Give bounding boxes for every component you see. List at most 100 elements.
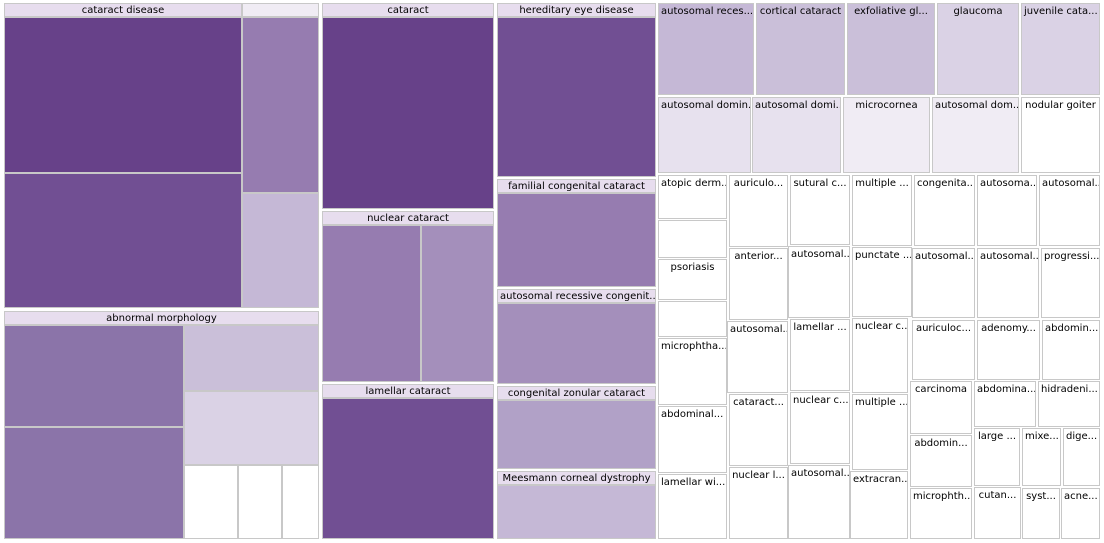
cell-label: juvenile cata... [1024, 6, 1098, 17]
treemap-cell[interactable]: hidradeni... [1038, 381, 1100, 427]
cell-label: adenomy... [981, 323, 1036, 334]
cell-label: nuclear l... [732, 470, 785, 481]
treemap-cell[interactable] [4, 325, 184, 427]
group-header-meesmann-corneal-dystrophy[interactable]: Meesmann corneal dystrophy [497, 471, 656, 485]
cell-label: progressi... [1044, 251, 1099, 262]
treemap-cell[interactable]: glaucoma [937, 3, 1019, 95]
treemap-cell[interactable] [322, 17, 494, 209]
cell-label: autosomal... [791, 468, 849, 479]
treemap-cell[interactable]: acne... [1061, 488, 1100, 539]
treemap-cell[interactable]: autosomal... [977, 248, 1039, 318]
treemap-cell[interactable]: autosomal domi... [752, 97, 841, 173]
treemap-cell[interactable]: mixe... [1022, 428, 1061, 486]
group-header-nuclear-cataract[interactable]: nuclear cataract [322, 211, 494, 225]
treemap-cell[interactable]: punctate ... [852, 247, 912, 317]
treemap-cell[interactable]: nuclear c... [852, 318, 908, 393]
group-header-lamellar-cataract[interactable]: lamellar cataract [322, 384, 494, 398]
cell-label: nodular goiter [1025, 100, 1096, 111]
treemap-cell[interactable] [497, 193, 656, 287]
cell-label: autosomal... [791, 249, 849, 260]
treemap-cell[interactable] [421, 225, 494, 382]
treemap-cell[interactable] [238, 465, 282, 539]
treemap-cell[interactable]: extracran... [850, 471, 908, 539]
treemap-cell[interactable] [497, 400, 656, 469]
treemap-cell[interactable] [184, 325, 319, 391]
group-header-cataract-disease[interactable]: cataract disease [4, 3, 242, 17]
treemap-cell[interactable] [322, 225, 421, 382]
treemap-cell[interactable]: adenomy... [977, 320, 1040, 380]
treemap-cell[interactable]: lamellar wi... [658, 474, 727, 539]
treemap-cell[interactable]: autosomal reces... [658, 3, 754, 95]
treemap-cell[interactable] [4, 17, 242, 173]
treemap-cell[interactable]: sutural c... [790, 175, 850, 245]
treemap-cell[interactable]: progressi... [1041, 248, 1100, 318]
treemap-cell[interactable] [184, 391, 319, 465]
treemap-cell[interactable]: microcornea [843, 97, 930, 173]
treemap-cell[interactable] [497, 17, 656, 177]
treemap-cell[interactable] [658, 220, 727, 258]
treemap-cell[interactable]: cutan... [974, 487, 1021, 539]
cell-label: autosomal... [730, 324, 787, 335]
cell-label: punctate ... [855, 250, 911, 261]
group-header-cataract[interactable]: cataract [322, 3, 494, 17]
treemap-cell[interactable]: anterior... [729, 248, 788, 320]
treemap-cell[interactable]: autosomal domin... [658, 97, 751, 173]
cell-label: psoriasis [670, 262, 715, 273]
group-header-hereditary-eye-disease[interactable]: hereditary eye disease [497, 3, 656, 17]
treemap-cell[interactable]: cortical cataract [756, 3, 845, 95]
treemap-cell[interactable]: nuclear c... [790, 392, 850, 464]
cell-label: autosomal domin... [661, 100, 750, 111]
treemap-cell[interactable] [242, 193, 319, 308]
treemap-cell[interactable]: autosomal... [788, 246, 850, 318]
treemap-cell[interactable]: carcinoma [910, 381, 972, 434]
treemap-cell[interactable]: auriculoc... [912, 320, 975, 380]
treemap-cell[interactable] [322, 398, 494, 539]
cell-label: autosomal dom... [935, 100, 1018, 111]
treemap-cell[interactable]: congenita... [914, 175, 975, 246]
treemap-cell[interactable]: dige... [1063, 428, 1100, 486]
treemap-cell[interactable]: abdomina... [974, 381, 1036, 427]
treemap-cell[interactable]: autosoma... [977, 175, 1037, 246]
treemap-cell[interactable]: autosomal dom... [932, 97, 1019, 173]
treemap-cell[interactable]: microphth... [910, 488, 972, 539]
treemap-cell[interactable]: abdominal... [658, 406, 727, 473]
treemap-cell[interactable]: microphtha... [658, 338, 727, 405]
treemap-cell[interactable] [4, 427, 184, 539]
treemap-cell[interactable]: abdomin... [910, 435, 972, 487]
treemap-cell[interactable]: autosomal... [788, 465, 850, 539]
treemap-cell[interactable]: cataract... [729, 394, 788, 466]
treemap-cell[interactable] [282, 465, 319, 539]
treemap-cell[interactable]: abdomin... [1042, 320, 1100, 380]
treemap-cell[interactable]: large ... [974, 428, 1020, 486]
treemap-cell[interactable] [184, 465, 238, 539]
treemap-cell[interactable]: nuclear l... [729, 467, 788, 539]
treemap-cell[interactable] [242, 17, 319, 193]
treemap-cell[interactable]: multiple ... [852, 175, 912, 246]
treemap-cell[interactable]: multiple ... [852, 394, 908, 470]
treemap-cell[interactable]: autosomal... [727, 321, 788, 393]
treemap-cell[interactable] [658, 301, 727, 337]
treemap-cell[interactable] [4, 173, 242, 308]
group-header-familial-congenital-cataract[interactable]: familial congenital cataract [497, 179, 656, 193]
treemap-cell[interactable] [497, 485, 656, 539]
cell-label: extracran... [853, 474, 907, 485]
cell-label: microphth... [913, 491, 971, 502]
treemap-cell[interactable]: autosomal... [912, 248, 975, 318]
treemap-cell[interactable]: juvenile cata... [1021, 3, 1100, 95]
treemap-cell[interactable]: exfoliative gl... [847, 3, 935, 95]
treemap-cell[interactable] [497, 303, 656, 384]
treemap-cell[interactable]: atopic derm... [658, 175, 727, 219]
cell-label: nuclear c... [855, 321, 907, 332]
treemap-cell[interactable]: nodular goiter [1021, 97, 1100, 173]
treemap-cell[interactable]: auriculo... [729, 175, 788, 247]
group-header-autosomal-recessive-congenital[interactable]: autosomal recessive congenit... [497, 289, 656, 303]
treemap-cell[interactable]: lamellar ... [790, 319, 850, 391]
group-header-congenital-zonular-cataract[interactable]: congenital zonular cataract [497, 386, 656, 400]
treemap-cell[interactable]: syst... [1022, 488, 1060, 539]
treemap-cell[interactable]: autosomal... [1039, 175, 1100, 246]
treemap-cell[interactable]: psoriasis [658, 259, 727, 300]
group-header-abnormal-morphology[interactable]: abnormal morphology [4, 311, 319, 325]
cell-label: abdomina... [977, 384, 1035, 395]
treemap-cell[interactable] [242, 3, 319, 17]
cell-label: exfoliative gl... [854, 6, 928, 17]
